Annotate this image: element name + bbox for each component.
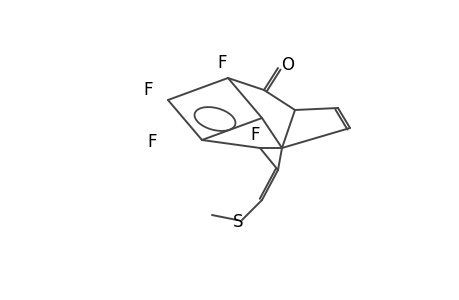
Text: F: F: [217, 54, 226, 72]
Text: S: S: [232, 213, 243, 231]
Text: F: F: [250, 126, 259, 144]
Text: F: F: [143, 81, 152, 99]
Text: O: O: [281, 56, 294, 74]
Text: F: F: [147, 133, 157, 151]
